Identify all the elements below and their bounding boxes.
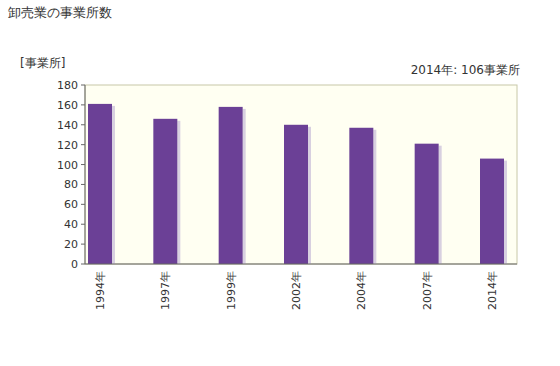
bar	[88, 104, 112, 264]
plot-area	[85, 85, 517, 264]
x-tick-label: 2014年	[486, 271, 499, 310]
title: 卸売業の事業所数	[8, 5, 112, 20]
y-tick-label: 140	[57, 119, 78, 132]
bar-shadow	[177, 121, 180, 264]
y-tick	[81, 124, 85, 125]
bars	[88, 104, 507, 264]
y-tick-label: 100	[57, 159, 78, 172]
bar	[415, 144, 439, 264]
bar	[219, 107, 243, 264]
y-tick	[81, 164, 85, 165]
y-tick-label: 180	[57, 79, 78, 92]
x-tick-label: 2002年	[290, 271, 303, 310]
bar	[349, 128, 373, 264]
bar-shadow	[439, 146, 442, 264]
y-tick-label: 20	[64, 238, 78, 251]
y-tick	[81, 85, 85, 86]
y-tick	[81, 224, 85, 225]
bar	[153, 119, 177, 264]
bar	[284, 125, 308, 264]
y-tick-label: 0	[71, 258, 78, 271]
bar	[480, 159, 504, 264]
y-tick	[81, 144, 85, 145]
y-tick	[81, 244, 85, 245]
y-label: [事業所]	[20, 56, 65, 70]
y-tick-label: 60	[64, 198, 78, 211]
x-tick-label: 2004年	[355, 271, 368, 310]
y-axis	[85, 85, 86, 264]
y-tick	[81, 264, 85, 265]
x-tick-label: 2007年	[421, 271, 434, 310]
y-tick-label: 120	[57, 139, 78, 152]
y-tick-label: 80	[64, 178, 78, 191]
x-tick-label: 1997年	[159, 271, 172, 310]
y-tick	[81, 104, 85, 105]
y-tick	[81, 204, 85, 205]
bar-shadow	[243, 109, 246, 264]
x-axis	[85, 264, 517, 265]
bar-shadow	[308, 127, 311, 264]
y-tick	[81, 184, 85, 185]
bar-shadow	[504, 161, 507, 264]
x-tick-label: 1994年	[94, 271, 107, 310]
bar-shadow	[112, 106, 115, 264]
x-tick-label: 1999年	[225, 271, 238, 310]
annotation: 2014年: 106事業所	[411, 63, 520, 77]
bar-shadow	[373, 130, 376, 264]
chart: 卸売業の事業所数 [事業所] 2014年: 106事業所 0 20 40 60 80 100 12…	[0, 0, 560, 366]
y-tick-label: 40	[64, 218, 78, 231]
y-tick-label: 160	[57, 99, 78, 112]
